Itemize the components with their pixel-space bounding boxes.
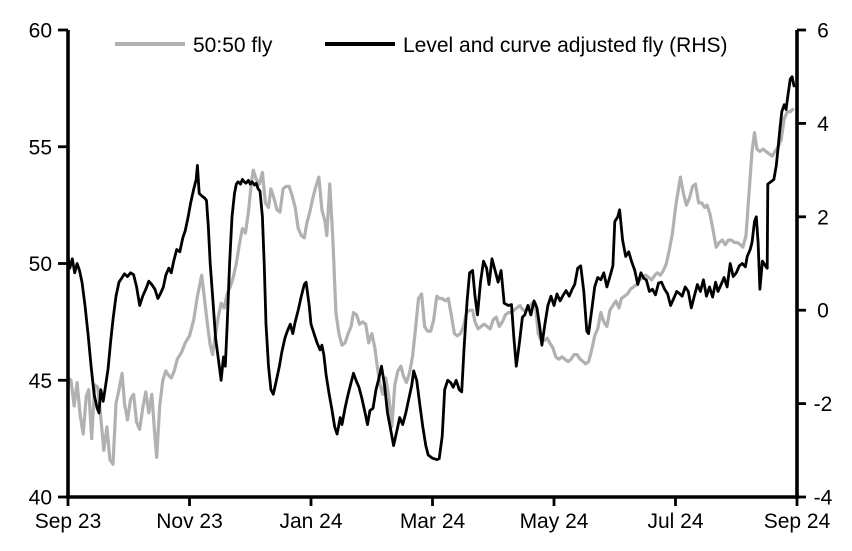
right-axis-tick-label: 4 xyxy=(817,113,829,136)
x-axis-tick-label: Sep 24 xyxy=(764,510,831,533)
x-axis-tick-label: Sep 23 xyxy=(35,510,102,533)
x-axis-tick-label: May 24 xyxy=(520,510,589,533)
x-axis-tick-label: Jul 24 xyxy=(647,510,703,533)
x-axis-tick-label: Nov 23 xyxy=(156,510,223,533)
left-axis-tick-label: 40 xyxy=(29,487,52,510)
right-axis-tick-label: -2 xyxy=(814,393,833,416)
x-axis-tick-label: Jan 24 xyxy=(279,510,342,533)
right-axis-tick-label: -4 xyxy=(814,487,833,510)
right-axis-tick-label: 2 xyxy=(817,206,829,229)
left-axis-tick-label: 45 xyxy=(29,370,52,393)
series-line-50-50-fly xyxy=(66,107,795,466)
legend-label-50-50-fly: 50:50 fly xyxy=(193,34,273,57)
series-line-level-curve-adjusted-fly xyxy=(66,75,796,461)
right-axis-tick-label: 6 xyxy=(817,20,829,43)
x-axis-tick-label: Mar 24 xyxy=(400,510,466,533)
left-axis-tick-label: 55 xyxy=(29,136,52,159)
left-axis-tick-label: 50 xyxy=(29,253,52,276)
left-axis-tick-label: 60 xyxy=(29,20,52,43)
legend-label-level-curve-adjusted-fly: Level and curve adjusted fly (RHS) xyxy=(403,34,728,57)
right-axis-tick-label: 0 xyxy=(817,300,829,323)
